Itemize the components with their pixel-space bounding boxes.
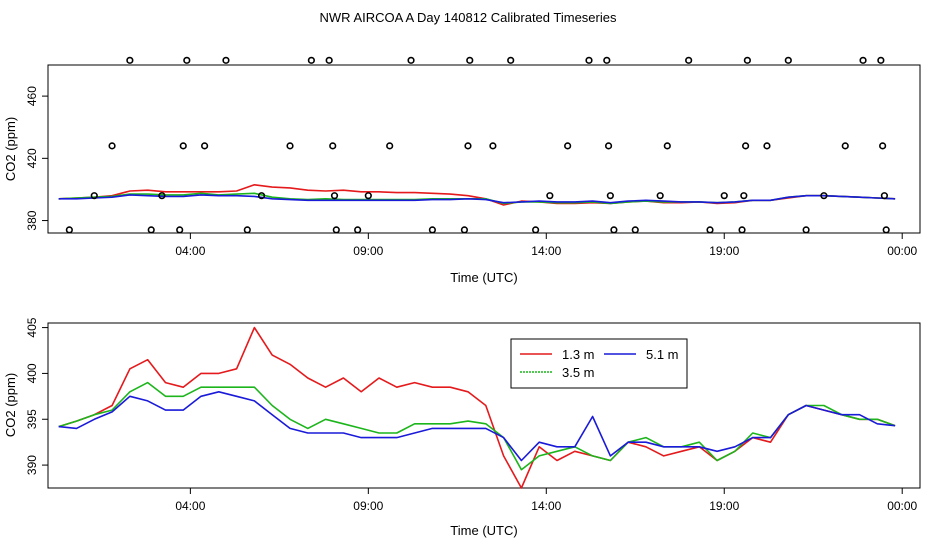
scatter-point — [460, 226, 469, 234]
x-tick-label: 04:00 — [175, 244, 205, 258]
scatter-point — [532, 226, 540, 234]
scatter-point — [841, 142, 849, 150]
scatter-point — [257, 192, 266, 200]
x-tick-label: 09:00 — [353, 244, 383, 258]
series-line-3-5-m — [58, 192, 896, 205]
scatter-point — [183, 56, 191, 64]
legend-label-1-3m: 1.3 m — [562, 347, 595, 362]
legend-box — [510, 338, 688, 389]
y-tick-label: 400 — [25, 363, 39, 383]
top-panel: 04:00 09:00 14:00 19:00 00:00 380 420 460 Time… — [3, 56, 921, 285]
figure-title: NWR AIRCOA A Day 140812 Calibrated Times… — [320, 10, 617, 25]
bottom-y-axis-label: CO2 (ppm) — [3, 373, 18, 437]
bottom-panel: 04:00 09:00 14:00 19:00 00:00 390 395 400 405 T… — [3, 317, 921, 538]
scatter-point — [65, 226, 73, 234]
series-line-3-5-m — [58, 381, 896, 471]
scatter-point — [603, 56, 611, 64]
scatter-point — [879, 142, 887, 150]
bottom-x-axis-label: Time (UTC) — [450, 523, 517, 538]
x-tick-label: 14:00 — [531, 499, 561, 513]
top-y-axis-label: CO2 (ppm) — [3, 117, 18, 181]
scatter-point — [859, 56, 867, 64]
x-tick-label: 19:00 — [709, 244, 739, 258]
y-tick-label: 380 — [25, 210, 39, 230]
scatter-point — [743, 56, 751, 64]
legend-label-5-1m: 5.1 m — [646, 347, 679, 362]
scatter-point — [330, 192, 339, 200]
top-x-axis-label: Time (UTC) — [450, 270, 517, 285]
top-plot-frame — [47, 64, 921, 234]
scatter-point — [720, 192, 728, 200]
bottom-plot-frame — [47, 322, 921, 489]
x-tick-label: 00:00 — [887, 244, 917, 258]
series-line-5-1-m — [58, 390, 896, 462]
scatter-point — [243, 226, 251, 234]
scatter-point — [179, 142, 187, 150]
scatter-point — [610, 226, 618, 234]
scatter-point — [741, 142, 750, 150]
scatter-point — [631, 226, 639, 234]
scatter-point — [763, 142, 771, 150]
scatter-point — [386, 142, 394, 150]
scatter-point — [882, 226, 890, 234]
series-line-5-1-m — [58, 194, 896, 204]
scatter-point — [656, 192, 664, 200]
scatter-point — [685, 56, 693, 64]
scatter-point — [738, 226, 746, 234]
legend: 1.3 m 5.1 m 3.5 m — [510, 338, 688, 389]
y-tick-label: 405 — [25, 317, 39, 337]
scatter-point — [604, 142, 613, 150]
x-tick-label: 14:00 — [531, 244, 561, 258]
scatter-point — [158, 192, 166, 200]
scatter-point — [329, 142, 337, 150]
scatter-point — [507, 56, 515, 64]
scatter-point — [706, 226, 714, 234]
x-tick-label: 19:00 — [709, 499, 739, 513]
scatter-point — [354, 226, 362, 234]
scatter-point — [286, 142, 294, 150]
scatter-point — [307, 56, 315, 64]
scatter-point — [877, 56, 885, 64]
scatter-point — [364, 192, 372, 200]
x-tick-label: 04:00 — [175, 499, 205, 513]
y-tick-label: 390 — [25, 455, 39, 475]
scatter-point — [407, 56, 415, 64]
scatter-point — [663, 142, 671, 150]
scatter-point — [147, 226, 155, 234]
scatter-point — [176, 226, 184, 234]
scatter-point — [428, 226, 436, 234]
scatter-point — [325, 56, 333, 64]
legend-label-3-5m: 3.5 m — [562, 365, 595, 380]
y-tick-label: 460 — [25, 86, 39, 106]
scatter-point — [201, 142, 209, 150]
scatter-point — [464, 142, 472, 150]
scatter-point — [564, 142, 572, 150]
scatter-point — [784, 56, 792, 64]
scatter-point — [466, 56, 474, 64]
scatter-point — [546, 192, 554, 200]
scatter-point — [606, 192, 614, 200]
scatter-point — [108, 142, 116, 150]
series-line-1-3-m — [58, 326, 896, 489]
scatter-point — [126, 56, 134, 64]
y-tick-label: 420 — [25, 148, 39, 168]
x-tick-label: 00:00 — [887, 499, 917, 513]
scatter-point — [222, 56, 230, 64]
scatter-point — [585, 56, 593, 64]
y-tick-label: 395 — [25, 409, 39, 429]
scatter-point — [740, 192, 748, 200]
scatter-point — [802, 226, 810, 234]
scatter-point — [332, 226, 340, 234]
scatter-point — [820, 192, 828, 200]
scatter-point — [90, 192, 98, 200]
scatter-point — [880, 192, 889, 200]
x-tick-label: 09:00 — [353, 499, 383, 513]
scatter-point — [489, 142, 497, 150]
